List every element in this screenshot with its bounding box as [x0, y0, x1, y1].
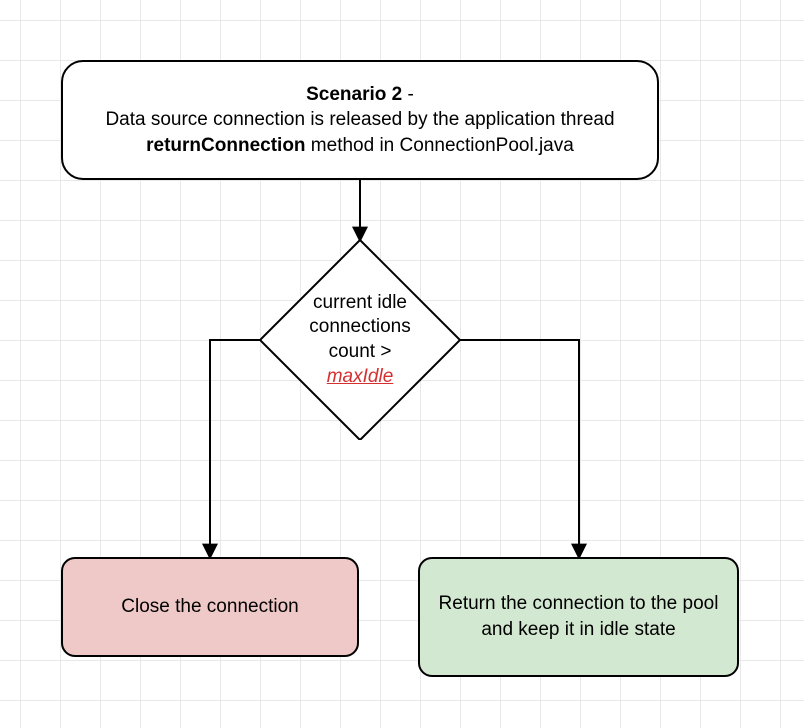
decision-line2: connections count >: [309, 316, 410, 362]
close-text: Close the connection: [121, 594, 298, 620]
node-return-connection: Return the connection to the pool and ke…: [418, 557, 739, 677]
node-close-connection: Close the connection: [61, 557, 359, 657]
node-title: Scenario 2 - Data source connection is r…: [61, 60, 659, 180]
node-decision: current idle connections count > maxIdle: [260, 240, 460, 440]
return-text: Return the connection to the pool and ke…: [434, 591, 723, 642]
decision-text: current idle connections count > maxIdle: [260, 240, 460, 440]
edge-decision-to-close: [210, 340, 260, 557]
flowchart-canvas: Scenario 2 - Data source connection is r…: [0, 0, 804, 728]
title-after-3: method in ConnectionPool.java: [306, 135, 574, 156]
decision-line1: current idle: [313, 292, 407, 313]
title-text: Scenario 2 - Data source connection is r…: [105, 82, 614, 159]
edge-decision-to-return: [460, 340, 579, 557]
title-bold-3: returnConnection: [146, 135, 305, 156]
title-dash: -: [402, 84, 414, 105]
title-line2: Data source connection is released by th…: [105, 109, 614, 130]
title-bold-1: Scenario 2: [306, 84, 402, 105]
decision-maxidle: maxIdle: [327, 366, 394, 387]
